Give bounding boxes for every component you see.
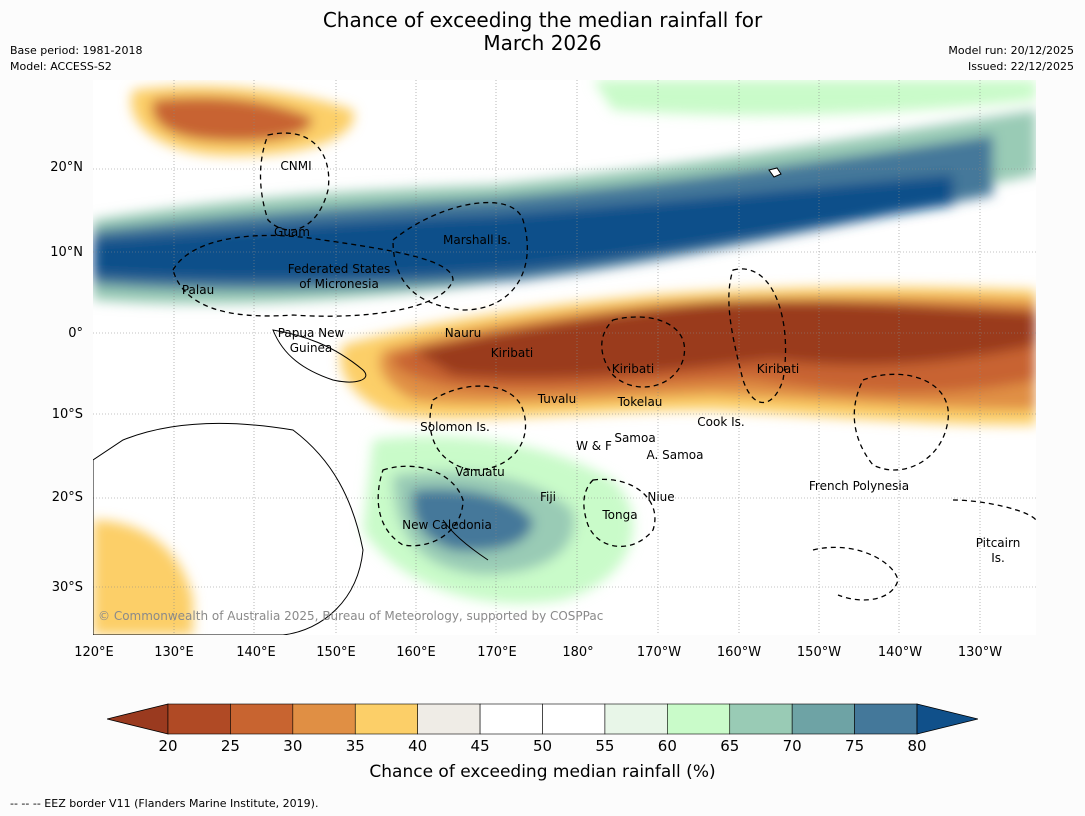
issued-date: Issued: 22/12/2025	[967, 60, 1074, 73]
place-label: Is.	[991, 551, 1005, 565]
place-label: Palau	[181, 283, 215, 297]
lat-label: 20°S	[51, 490, 83, 505]
colorbar-max-arrow	[916, 703, 978, 735]
place-label: Niue	[647, 490, 675, 504]
place-label: Samoa	[614, 431, 656, 445]
place-label: W & F	[576, 439, 612, 453]
lon-label: 170°E	[477, 645, 517, 660]
colorbar-tick-label: 65	[720, 737, 740, 755]
lon-label: 130°E	[154, 645, 194, 660]
lat-label: 10°S	[51, 407, 83, 422]
lon-label: 160°W	[716, 645, 762, 660]
lon-label: 170°W	[636, 645, 682, 660]
colorbar-tick-label: 70	[782, 737, 802, 755]
colorbar-tick-label: 35	[345, 737, 365, 755]
place-label: Papua New	[277, 326, 345, 340]
lat-label: 0°	[68, 326, 83, 341]
colorbar	[107, 703, 978, 735]
rainfall-map	[93, 80, 1036, 635]
colorbar-tick-label: 55	[595, 737, 615, 755]
colorbar-segment	[791, 703, 855, 735]
map-title-line-2: March 2026	[483, 31, 602, 55]
place-label: Federated States	[287, 262, 391, 276]
place-label: Fiji	[539, 490, 557, 504]
colorbar-min-arrow	[107, 703, 169, 735]
colorbar-tick-label: 30	[283, 737, 303, 755]
place-label: Tuvalu	[537, 392, 577, 406]
map-title-line-1: Chance of exceeding the median rainfall …	[322, 8, 763, 32]
lon-label: 150°E	[316, 645, 356, 660]
place-label: of Micronesia	[299, 277, 379, 291]
place-label: A. Samoa	[646, 448, 704, 462]
place-label: French Polynesia	[808, 479, 910, 493]
colorbar-segment	[292, 703, 356, 735]
colorbar-tick-label: 80	[907, 737, 927, 755]
colorbar-tick-label: 20	[158, 737, 178, 755]
place-label: Tokelau	[617, 395, 663, 409]
colorbar-segment	[667, 703, 731, 735]
colorbar-segment	[354, 703, 418, 735]
colorbar-segment	[167, 703, 231, 735]
lon-label: 180°	[562, 645, 594, 660]
colorbar-title: Chance of exceeding median rainfall (%)	[369, 762, 716, 782]
colorbar-segment	[729, 703, 793, 735]
place-label: Kiribati	[756, 362, 800, 376]
lon-label: 140°W	[877, 645, 923, 660]
colorbar-tick-label: 40	[408, 737, 428, 755]
eez-border-note: -- -- -- EEZ border V11 (Flanders Marine…	[10, 797, 319, 810]
place-label: Nauru	[444, 326, 482, 340]
place-label: Solomon Is.	[420, 420, 490, 434]
place-label: Kiribati	[611, 362, 655, 376]
lon-label: 140°E	[236, 645, 276, 660]
place-label: Guam	[274, 225, 310, 239]
colorbar-segment	[479, 703, 543, 735]
place-label: Guinea	[289, 341, 333, 355]
place-label: Marshall Is.	[443, 233, 511, 247]
colorbar-tick-label: 75	[845, 737, 865, 755]
colorbar-segment	[417, 703, 481, 735]
rainfall-map-canvas	[93, 80, 1036, 635]
colorbar-tick-label: 50	[532, 737, 553, 755]
place-label: Cook Is.	[697, 415, 745, 429]
lon-label: 160°E	[396, 645, 436, 660]
lat-label: 10°N	[50, 245, 83, 260]
base-period: Base period: 1981-2018	[10, 44, 143, 57]
lat-label: 30°S	[51, 580, 83, 595]
colorbar-segment	[604, 703, 668, 735]
colorbar-segment	[542, 703, 606, 735]
lon-label: 130°W	[957, 645, 1003, 660]
colorbar-segment	[854, 703, 918, 735]
place-label: Pitcairn	[975, 536, 1021, 550]
model-name: Model: ACCESS-S2	[10, 60, 112, 73]
place-label: Vanuatu	[455, 465, 505, 479]
lon-label: 120°E	[74, 645, 114, 660]
colorbar-segment	[230, 703, 294, 735]
colorbar-tick-label: 60	[657, 737, 677, 755]
lat-label: 20°N	[50, 160, 83, 175]
place-label: Tonga	[602, 508, 638, 522]
model-run: Model run: 20/12/2025	[948, 44, 1074, 57]
colorbar-tick-label: 45	[470, 737, 490, 755]
colorbar-tick-label: 25	[220, 737, 240, 755]
place-label: CNMI	[280, 159, 312, 173]
place-label: Kiribati	[490, 346, 534, 360]
lon-label: 150°W	[796, 645, 842, 660]
copyright-notice: © Commonwealth of Australia 2025, Bureau…	[98, 609, 604, 623]
place-label: New Caledonia	[402, 518, 492, 532]
